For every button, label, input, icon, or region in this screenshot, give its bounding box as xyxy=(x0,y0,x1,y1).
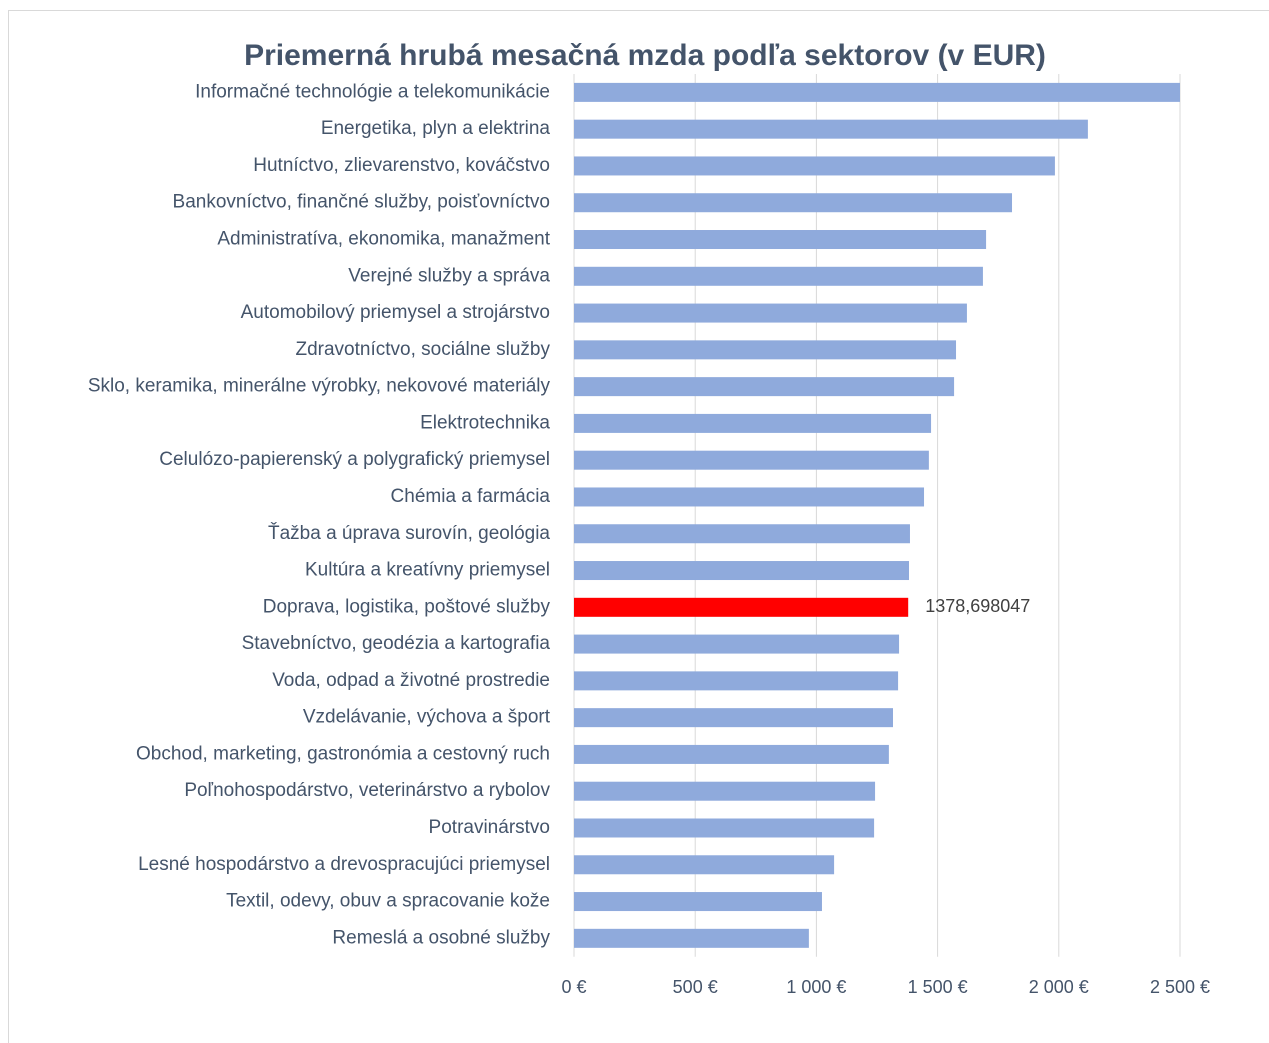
bar xyxy=(574,524,910,544)
y-tick-label: Informačné technológie a telekomunikácie xyxy=(195,81,550,102)
bar xyxy=(574,561,909,581)
bar xyxy=(574,303,967,323)
y-tick-label: Elektrotechnika xyxy=(420,412,550,433)
x-tick-label: 1 000 € xyxy=(786,977,846,997)
x-tick-label: 500 € xyxy=(673,977,718,997)
bar xyxy=(574,377,955,397)
bar xyxy=(574,744,889,764)
x-tick-label: 1 500 € xyxy=(908,977,968,997)
y-tick-label: Remeslá a osobné služby xyxy=(332,927,550,948)
y-tick-label: Poľnohospodárstvo, veterinárstvo a rybol… xyxy=(184,780,550,801)
x-tick-label: 0 € xyxy=(561,977,586,997)
y-tick-label: Energetika, plyn a elektrina xyxy=(321,118,551,139)
bar xyxy=(574,781,876,801)
bar xyxy=(574,82,1180,102)
y-tick-label: Celulózo-papierenský a polygrafický prie… xyxy=(159,449,550,470)
y-tick-label: Lesné hospodárstvo a drevospracujúci pri… xyxy=(138,854,550,875)
y-tick-label: Verejné služby a správa xyxy=(348,265,550,286)
bar xyxy=(574,634,900,654)
bar xyxy=(574,230,987,250)
y-tick-label: Vzdelávanie, výchova a šport xyxy=(303,707,551,728)
y-tick-label: Bankovníctvo, finančné služby, poisťovní… xyxy=(173,192,550,213)
data-label: 1378,698047 xyxy=(925,596,1030,616)
chart-frame xyxy=(8,10,1269,1043)
x-tick-label: 2 000 € xyxy=(1029,977,1089,997)
bar xyxy=(574,487,925,507)
y-tick-label: Automobilový priemysel a strojárstvo xyxy=(241,302,550,323)
y-tick-label: Voda, odpad a životné prostredie xyxy=(272,670,550,691)
bar xyxy=(574,156,1055,176)
bar xyxy=(574,119,1088,139)
y-tick-label: Potravinárstvo xyxy=(429,817,550,838)
y-tick-label: Doprava, logistika, poštové služby xyxy=(263,596,551,617)
bar xyxy=(574,193,1013,213)
bar xyxy=(574,266,983,286)
y-tick-label: Ťažba a úprava surovín, geológia xyxy=(268,522,550,544)
y-tick-label: Sklo, keramika, minerálne výrobky, nekov… xyxy=(88,376,551,397)
bar xyxy=(574,818,875,838)
chart-title: Priemerná hrubá mesačná mzda podľa sekto… xyxy=(244,39,1046,72)
y-tick-label: Textil, odevy, obuv a spracovanie kože xyxy=(226,891,550,912)
bar xyxy=(574,671,899,691)
bar xyxy=(574,928,809,948)
bar xyxy=(574,597,909,617)
y-tick-label: Administratíva, ekonomika, manažment xyxy=(217,229,550,250)
bar xyxy=(574,892,822,912)
y-tick-label: Kultúra a kreatívny priemysel xyxy=(305,560,550,581)
y-tick-label: Hutníctvo, zlievarenstvo, kováčstvo xyxy=(253,155,550,176)
bar xyxy=(574,413,932,433)
bar xyxy=(574,855,835,875)
y-tick-label: Obchod, marketing, gastronómia a cestovn… xyxy=(136,743,550,764)
bar xyxy=(574,450,929,470)
bar xyxy=(574,708,893,728)
y-tick-label: Stavebníctvo, geodézia a kartografia xyxy=(242,633,551,654)
y-tick-label: Zdravotníctvo, sociálne služby xyxy=(295,339,550,360)
bar xyxy=(574,340,957,360)
y-tick-label: Chémia a farmácia xyxy=(391,486,551,507)
x-tick-label: 2 500 € xyxy=(1150,977,1210,997)
